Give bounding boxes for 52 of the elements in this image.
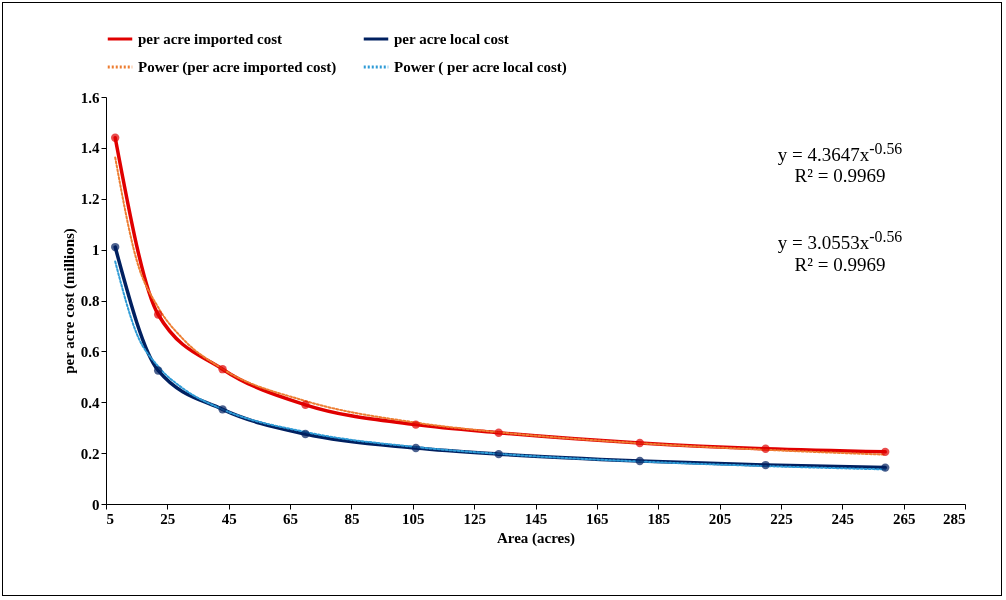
legend-label: per acre local cost [394,31,509,47]
point [301,429,310,439]
x-tick-label: 5 [106,510,114,527]
x-tick-label: 185 [647,510,670,527]
point [494,428,503,437]
point [153,310,163,319]
point [111,133,120,142]
y-tick-label: 0.2 [80,445,100,462]
annotation: R² = 0.9969 [793,254,887,276]
legend-label: Power ( per acre local cost) [394,59,567,76]
point [635,456,644,466]
x-tick-label: 225 [770,510,793,527]
point [635,438,644,448]
x-tick-label: 125 [463,510,486,527]
x-tick-label: 25 [160,510,176,527]
point [761,460,770,470]
x-tick-label: 265 [892,510,916,527]
y-tick-label: 0.8 [80,293,100,309]
y-tick-label: 1.2 [80,191,100,208]
legend-label: per acre imported cost [138,31,282,47]
x-tick-label: 165 [586,510,609,527]
x-tick-label: 45 [221,510,237,527]
annotation: y = 4.3647x$^{-0.56}$ [776,140,904,167]
y-tick-label: 0.4 [80,394,100,411]
point [411,420,421,429]
point [761,444,770,453]
y-axis-title: per acre cost (millions) [60,228,78,374]
point [411,443,421,453]
point [218,365,227,374]
y-tick-label: 1.6 [80,89,100,106]
y-tick-label: 0.6 [80,343,100,360]
point [218,405,227,414]
point [301,400,310,409]
x-tick-label: 65 [283,510,299,527]
point [111,242,120,252]
x-tick-label: 285 [943,510,966,527]
x-tick-label: 85 [344,510,360,527]
point [153,366,163,375]
x-tick-label: 205 [708,510,732,527]
y-tick-label: 1 [92,242,100,259]
legend-label: Power (per acre imported cost) [138,59,337,76]
x-tick-label: 105 [402,510,425,527]
point [881,463,890,472]
y-tick-label: 0 [92,496,100,513]
x-tick-label: 245 [831,510,855,527]
x-axis-title: Area (acres) [496,529,576,547]
annotation: R² = 0.9969 [793,165,887,187]
point [494,449,503,459]
x-tick-label: 145 [524,510,548,527]
annotation: y = 3.0553x$^{-0.56}$ [776,228,904,255]
y-tick-label: 1.4 [80,140,100,157]
point [881,447,890,457]
